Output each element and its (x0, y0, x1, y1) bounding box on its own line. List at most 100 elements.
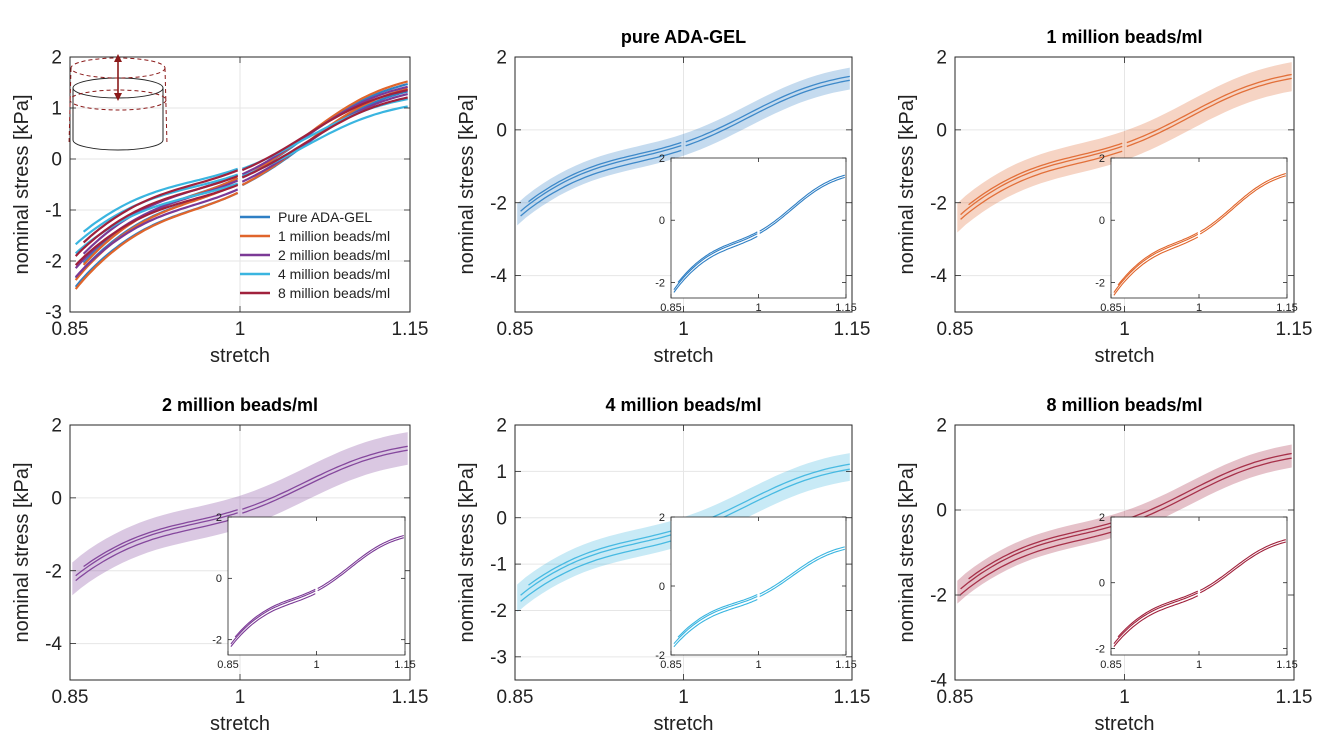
mean-line (960, 150, 1123, 220)
inset-line (759, 174, 845, 232)
inset-chart: -2 0 2 0.85 1 1.15 (655, 512, 856, 671)
mean-line (75, 516, 238, 582)
inset-line (1113, 595, 1199, 647)
ytick-label: 1 (496, 462, 507, 483)
inset-line (759, 546, 845, 595)
mean-line (685, 75, 850, 143)
inset-line (759, 548, 845, 597)
inset-line (317, 534, 404, 589)
xtick-label: 1 (1196, 302, 1202, 314)
xtick-label: 1.15 (1276, 687, 1313, 708)
xtick-label: 1.15 (835, 302, 856, 314)
inset-line (1113, 233, 1199, 293)
ytick-label: -3 (45, 303, 62, 324)
legend-label: 2 million beads/ml (278, 247, 390, 263)
inset-line (673, 599, 758, 648)
mean-line (1126, 457, 1292, 525)
panel-title: 4 million beads/ml (605, 395, 761, 415)
ytick-label: -2 (1095, 643, 1105, 655)
xtick-label: 0.85 (937, 687, 974, 708)
ytick-label: 0 (1099, 215, 1105, 227)
xtick-label: 1.15 (392, 319, 429, 340)
y-axis-label: nominal stress [kPa] (11, 94, 33, 274)
inset-line (1199, 541, 1286, 594)
xtick-label: 1.15 (1276, 319, 1313, 340)
mean-line (960, 528, 1123, 596)
xtick-label: 1.15 (394, 659, 415, 671)
ytick-label: 2 (496, 48, 507, 69)
xtick-label: 1.15 (1276, 659, 1297, 671)
series-line (241, 93, 408, 183)
deformed-side (68, 67, 72, 146)
ytick-label: -2 (45, 561, 62, 582)
xtick-label: 0.85 (52, 687, 89, 708)
ytick-label: 0 (216, 573, 222, 585)
mean-line (960, 522, 1123, 590)
xtick-label: 1 (235, 319, 246, 340)
ytick-label: 0 (51, 150, 62, 171)
mean-line (685, 79, 850, 147)
inset-background (228, 517, 405, 655)
ytick-label: 0 (659, 215, 665, 227)
ytick-label: 2 (216, 512, 222, 524)
mean-line (1126, 452, 1292, 520)
ytick-label: -2 (930, 193, 947, 214)
inset-line (234, 588, 316, 638)
panel-6: 8 million beads/ml -4 -2 0 2 0.85 1 1.15 stretch… (896, 395, 1312, 735)
ytick-label: -2 (655, 277, 665, 289)
xtick-label: 0.85 (660, 659, 681, 671)
y-axis-label: nominal stress [kPa] (896, 94, 918, 274)
y-axis-label: nominal stress [kPa] (456, 94, 478, 274)
ytick-label: 2 (51, 416, 62, 437)
mean-line (75, 512, 238, 577)
ytick-label: 2 (936, 48, 947, 69)
legend-label: 4 million beads/ml (278, 266, 390, 282)
deformed-mid (69, 89, 167, 111)
mean-line (968, 518, 1123, 580)
xtick-label: 1.15 (834, 319, 871, 340)
xtick-label: 1.15 (392, 687, 429, 708)
variance-band (517, 67, 850, 226)
ytick-label: -2 (45, 252, 62, 273)
xtick-label: 0.85 (660, 302, 681, 314)
xtick-label: 1 (678, 319, 689, 340)
series-line (74, 174, 239, 257)
mean-line (968, 142, 1123, 206)
y-axis-label: nominal stress [kPa] (456, 462, 478, 642)
inset-line (759, 176, 845, 234)
legend-label: 1 million beads/ml (278, 228, 390, 244)
xtick-label: 0.85 (497, 687, 534, 708)
inset-line (1113, 592, 1199, 645)
ytick-label: 1 (51, 99, 62, 120)
inset-chart: -2 0 2 0.85 1 1.15 (1095, 512, 1297, 671)
mean-line (83, 509, 238, 568)
inset-line (1199, 172, 1286, 233)
inset-line (1199, 539, 1286, 591)
inset-line (230, 590, 316, 645)
inset-background (671, 158, 846, 298)
xtick-label: 1 (1119, 319, 1130, 340)
ytick-label: 2 (1099, 153, 1105, 165)
xtick-label: 1 (313, 659, 319, 671)
ytick-label: 2 (51, 48, 62, 69)
ytick-label: -1 (490, 555, 507, 576)
ytick-label: 0 (51, 489, 62, 510)
ytick-label: -2 (490, 193, 507, 214)
panel-1: -3 -2 -1 0 1 2 0.85 1 1.15 stretch nominal stress … (11, 48, 428, 367)
panel-4: 2 million beads/ml -4 -2 0 2 0.85 1 1.15 stretch… (11, 395, 428, 735)
mean-line (1126, 73, 1292, 144)
arrow-down-head (114, 93, 122, 101)
inset-line (1113, 236, 1199, 296)
ytick-label: 0 (936, 121, 947, 142)
x-axis-label: stretch (1094, 713, 1154, 735)
xtick-label: 1 (678, 687, 689, 708)
xtick-label: 0.85 (1100, 302, 1121, 314)
panel-title: pure ADA-GEL (621, 27, 746, 47)
series-line (74, 188, 239, 278)
panel-3: 1 million beads/ml -4 -2 0 2 0.85 1 1.15 stretch… (896, 27, 1312, 367)
x-axis-label: stretch (210, 713, 270, 735)
xtick-label: 0.85 (937, 319, 974, 340)
inset-background (671, 517, 846, 655)
mean-line (960, 145, 1123, 216)
